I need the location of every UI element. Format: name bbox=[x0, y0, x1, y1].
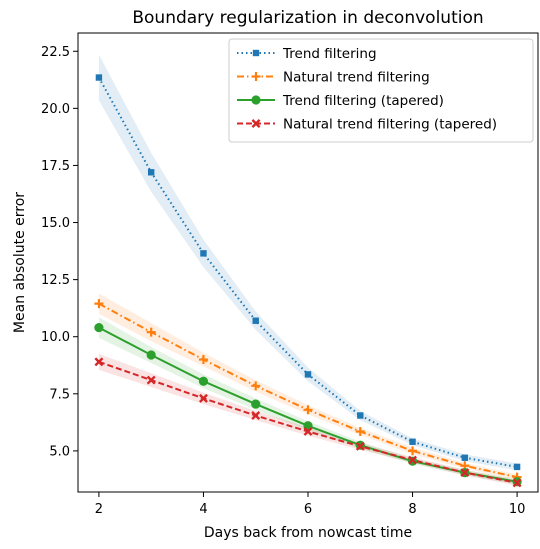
series-2-point bbox=[198, 355, 208, 365]
y-tick-label: 10.0 bbox=[41, 330, 70, 345]
legend-label: Trend filtering (tapered) bbox=[282, 93, 444, 109]
y-tick-label: 22.5 bbox=[41, 45, 70, 60]
x-tick-label: 2 bbox=[95, 502, 103, 517]
chart-title: Boundary regularization in deconvolution bbox=[132, 8, 483, 28]
legend-swatch-marker bbox=[251, 119, 261, 128]
legend-items: Trend filtering Natural trend filtering Tr… bbox=[237, 46, 497, 133]
series-4-point bbox=[460, 468, 470, 478]
series-2-point bbox=[408, 446, 418, 456]
series-1-point bbox=[357, 412, 364, 419]
x-tick-label: 8 bbox=[408, 502, 416, 517]
series-3-line bbox=[98, 326, 518, 483]
series-3-point bbox=[251, 399, 261, 409]
series-1-point bbox=[252, 317, 259, 324]
legend-swatch-marker bbox=[251, 72, 261, 81]
series-4-point bbox=[251, 411, 261, 420]
legend-box bbox=[228, 38, 534, 143]
x-tick-label: 10 bbox=[509, 502, 526, 517]
series-2-point bbox=[355, 426, 365, 436]
series-2-point bbox=[146, 327, 156, 337]
legend-swatch-marker bbox=[252, 49, 260, 57]
series-1-point bbox=[409, 438, 416, 445]
series-4-point bbox=[408, 455, 417, 465]
series-2-point bbox=[303, 405, 313, 415]
series-markers bbox=[94, 74, 522, 488]
series-4-point bbox=[199, 393, 208, 403]
series-4-point bbox=[303, 427, 313, 436]
series-2-point bbox=[94, 299, 104, 309]
y-tick-label: 12.5 bbox=[41, 273, 70, 288]
series-1-point bbox=[200, 250, 207, 257]
y-tick-label: 5.0 bbox=[49, 444, 70, 459]
y-tick-label: 17.5 bbox=[41, 159, 70, 174]
series-2-point bbox=[251, 381, 261, 391]
legend: Trend filtering Natural trend filtering Tr… bbox=[228, 38, 534, 143]
legend-label: Natural trend filtering (tapered) bbox=[283, 117, 497, 133]
series-1-point bbox=[513, 463, 521, 471]
y-tick-label: 15.0 bbox=[41, 216, 70, 231]
series-1-point bbox=[461, 454, 469, 461]
series-3-point bbox=[94, 322, 104, 333]
series-1-point bbox=[304, 371, 312, 378]
x-axis-ticks: 2 4 6 8 10 bbox=[95, 492, 526, 517]
x-tick-label: 4 bbox=[199, 502, 207, 517]
confidence-bands bbox=[98, 54, 518, 486]
series-4-point bbox=[146, 375, 156, 385]
series-4-band bbox=[98, 353, 518, 486]
x-tick-label: 6 bbox=[304, 502, 312, 517]
legend-label: Natural trend filtering bbox=[283, 70, 430, 86]
series-1-point bbox=[95, 74, 103, 81]
series-4-point bbox=[355, 441, 365, 451]
x-axis-label: Days back from nowcast time bbox=[204, 525, 412, 541]
series-4-point bbox=[512, 478, 522, 488]
series-1-point bbox=[147, 169, 155, 176]
legend-label: Trend filtering bbox=[282, 46, 377, 62]
series-4-point bbox=[94, 357, 104, 367]
y-tick-label: 20.0 bbox=[41, 102, 70, 117]
y-tick-label: 7.5 bbox=[49, 387, 70, 402]
y-axis-label: Mean absolute error bbox=[12, 192, 28, 333]
legend-swatch-marker bbox=[251, 95, 261, 105]
y-axis-ticks: 5.0 7.5 10.0 12.5 15.0 17.5 20.0 22.5 bbox=[41, 45, 78, 459]
series-3-point bbox=[146, 350, 156, 360]
series-3-point bbox=[198, 376, 209, 386]
